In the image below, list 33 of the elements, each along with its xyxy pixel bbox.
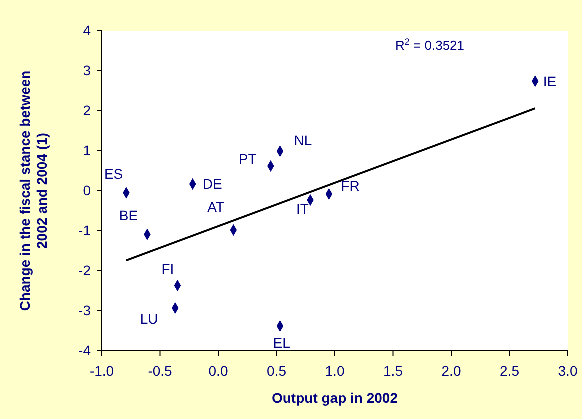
y-tick-label: -3 [78,302,92,318]
y-tick-label: -2 [78,262,92,278]
annotation: FI [162,260,174,277]
annotation: IE [543,73,557,90]
y-tick-label: 2 [83,102,92,118]
y-tick-label: 0 [83,182,92,198]
x-tick-label: 3.0 [558,362,578,379]
x-tick-label: 0.0 [208,362,228,379]
annotation: R$^{2}$ = 0.3521 [395,37,465,53]
x-tick-label: 2.5 [500,362,520,379]
annotation: PT [238,151,258,168]
y-tick-label: 3 [83,62,92,78]
x-axis-title: Output gap in 2002 [272,390,398,406]
annotation: IT [296,201,310,218]
annotation: AT [208,199,225,216]
y-tick-label: 4 [83,22,92,38]
annotation: FR [341,178,360,194]
x-tick-label: 1.0 [325,362,345,379]
y-axis-title: Change in the fiscal stance between 2002 and 2004 (1) [17,70,50,312]
x-tick-label: -1.0 [90,362,114,379]
x-tick-label: 2.0 [442,362,462,379]
annotation: ES [104,166,124,182]
annotation: NL [294,132,312,148]
y-tick-label: 1 [83,142,92,158]
y-tick-label: -1 [78,222,92,238]
x-tick-label: 1.5 [384,362,404,379]
x-tick-label: -0.5 [148,362,173,379]
annotation: BE [119,208,138,224]
annotation: DE [202,176,222,192]
x-tick-label: 0.5 [267,362,287,379]
y-tick-label: -4 [78,342,92,358]
annotation: LU [140,311,158,328]
annotation: EL [273,335,291,352]
